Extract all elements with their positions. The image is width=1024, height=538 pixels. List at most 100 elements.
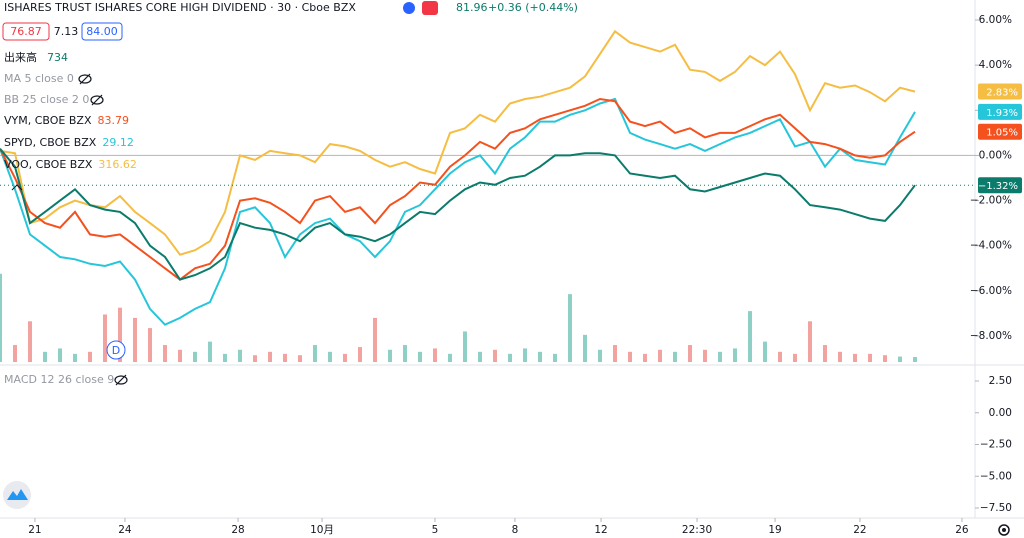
volume-bar: [313, 345, 317, 362]
volume-bar: [628, 351, 632, 362]
y-tick-label: −4.00%: [970, 240, 1012, 252]
y2-tick-label: −5.00: [980, 470, 1012, 482]
volume-bar: [208, 341, 212, 362]
hide-icons[interactable]: [78, 73, 128, 386]
bid: 76.87: [10, 25, 42, 38]
volume-bar: [448, 353, 452, 362]
last-value-tag: [978, 103, 1022, 120]
volume-bar: [478, 351, 482, 362]
last-value-label: 1.93%: [986, 108, 1018, 119]
ask-box: [81, 22, 123, 41]
volume-bar: [358, 347, 362, 362]
volume-bar: [58, 348, 62, 362]
x-tick-label: 22: [853, 524, 866, 536]
y2-tick-label: 2.50: [989, 375, 1012, 387]
volume-bar: [343, 353, 347, 362]
last-price: 81.96: [456, 1, 488, 14]
y-tick-label: 4.00%: [979, 59, 1012, 71]
chart-title: ISHARES TRUST ISHARES CORE HIGH DIVIDEND…: [4, 1, 356, 14]
volume-bar: [223, 353, 227, 362]
volume-bar: [133, 317, 137, 362]
x-tick-label: 21: [28, 524, 41, 536]
plot-area: [0, 29, 975, 362]
indicator-label: BB 25 close 2 0: [4, 93, 89, 106]
y2-tick-label: 0.00: [989, 407, 1012, 419]
volume-bar: [463, 331, 467, 362]
last-value-label: 2.83%: [986, 88, 1018, 99]
volume-bar: [388, 349, 392, 362]
volume-bar: [328, 351, 332, 362]
settings-icon[interactable]: [998, 524, 1010, 536]
volume-bar: [733, 348, 737, 362]
y-tick-label: 6.00%: [979, 14, 1012, 26]
x-tick-label: 28: [231, 524, 244, 536]
volume-bar: [763, 341, 767, 362]
volume-bar: [778, 351, 782, 362]
volume-bar: [148, 328, 152, 362]
volume-bar: [658, 349, 662, 362]
x-tick-label: 26: [955, 524, 969, 536]
dividend-marker[interactable]: [106, 340, 126, 360]
volume-bar: [823, 345, 827, 362]
last-value-label: −1.32%: [978, 181, 1018, 192]
ask: 84.00: [86, 25, 118, 38]
last-value-tag: [978, 123, 1022, 140]
volume-bar: [913, 357, 917, 362]
legend-name: VOO, CBOE BZX: [4, 158, 93, 171]
volume-bar: [163, 345, 167, 362]
volume-bar: [613, 345, 617, 362]
indicator-label: MA 5 close 0: [4, 72, 74, 85]
volume-bar: [253, 355, 257, 362]
series-line: [0, 97, 916, 326]
volume-bar: [583, 334, 587, 362]
y-tick-label: −6.00%: [970, 285, 1012, 297]
volume-bar: [523, 348, 527, 362]
volume-bar: [118, 307, 122, 362]
volume-bar: [373, 317, 377, 362]
volume-bar: [238, 349, 242, 362]
legend-name: VYM, CBOE BZX: [4, 114, 92, 127]
collapse-button[interactable]: [11, 184, 23, 191]
volume-value: 734: [47, 51, 68, 64]
volume-bar: [673, 351, 677, 362]
y-tick-label: −2.00%: [970, 195, 1012, 207]
macd-label: MACD 12 26 close 9: [4, 373, 114, 386]
x-tick-label: 10月: [310, 524, 334, 536]
volume-bar: [88, 351, 92, 362]
legend-price: 29.12: [102, 136, 134, 149]
volume-bar: [643, 353, 647, 362]
volume-bar: [718, 351, 722, 362]
x-tick-label: 12: [594, 524, 607, 536]
volume-bar: [538, 351, 542, 362]
spread: 7.13: [54, 25, 79, 38]
volume-bar: [868, 353, 872, 362]
legend-price: 316.62: [98, 158, 137, 171]
volume-bar: [283, 353, 287, 362]
logo[interactable]: [3, 481, 31, 509]
volume-bar: [13, 345, 17, 362]
volume-bar: [403, 345, 407, 362]
volume-bar: [598, 349, 602, 362]
x-tick-label: 5: [432, 524, 439, 536]
status-icon: [422, 1, 438, 15]
series-line: [0, 148, 916, 281]
volume-bar: [853, 353, 857, 362]
y-tick-label: −8.00%: [970, 330, 1012, 342]
volume-bar: [793, 353, 797, 362]
volume-bar: [808, 321, 812, 362]
volume-bar: [493, 349, 497, 362]
volume-bar: [883, 355, 887, 362]
legend-name: SPYD, CBOE BZX: [4, 136, 97, 149]
series-line: [0, 29, 916, 256]
status-icon: [403, 2, 415, 14]
volume-bar: [748, 311, 752, 362]
dividend-marker-text: D: [112, 344, 120, 357]
legend-price: 83.79: [97, 114, 129, 127]
volume-bar: [43, 351, 47, 362]
y2-tick-label: −7.50: [980, 502, 1012, 514]
volume-bar: [553, 353, 557, 362]
x-tick-label: 22:30: [682, 524, 712, 536]
volume-bar: [898, 356, 902, 362]
